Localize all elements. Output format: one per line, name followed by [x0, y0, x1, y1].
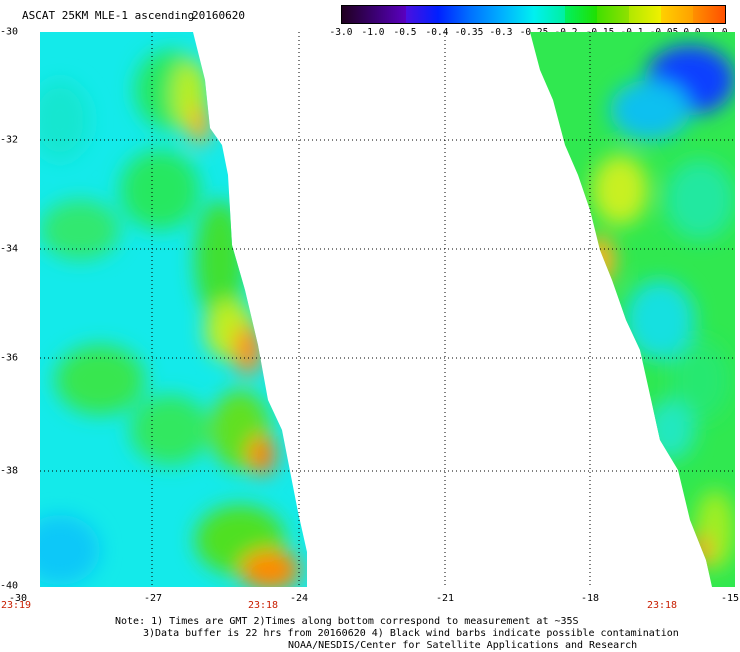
product-date: 20160620 — [192, 9, 245, 22]
footer-note-line-1: Note: 1) Times are GMT 2)Times along bot… — [115, 616, 579, 627]
lat-label: -36 — [0, 352, 19, 364]
footer-credit: NOAA/NESDIS/Center for Satellite Applica… — [288, 640, 638, 651]
colorbar-segment — [533, 6, 566, 23]
colorbar-segment — [437, 6, 470, 23]
product-title: ASCAT 25KM MLE-1 ascending — [22, 9, 195, 22]
colorbar-segment — [565, 6, 598, 23]
colorbar-segment — [342, 6, 374, 23]
colorbar-label: -3.0 — [329, 27, 353, 38]
lat-label: -30 — [0, 26, 19, 38]
left-swath — [40, 32, 307, 587]
colorbar-segment — [405, 6, 438, 23]
lon-label: -15 — [720, 593, 740, 604]
colorbar-label: -1.0 — [361, 27, 385, 38]
colorbar — [341, 5, 726, 24]
colorbar-segment — [469, 6, 502, 23]
lon-label: -30 — [8, 593, 28, 604]
colorbar-label: -0.5 — [393, 27, 417, 38]
footer-note-line-2: 3)Data buffer is 22 hrs from 20160620 4)… — [143, 628, 679, 639]
colorbar-segment — [597, 6, 630, 23]
colorbar-segment — [661, 6, 694, 23]
lon-label: -21 — [435, 593, 455, 604]
time-label: 23:18 — [646, 600, 678, 611]
lat-label: -34 — [0, 243, 19, 255]
lat-label: -38 — [0, 465, 19, 477]
colorbar-label: -0.3 — [489, 27, 513, 38]
time-label: 23:18 — [247, 600, 279, 611]
right-swath — [530, 32, 735, 587]
lat-label: -32 — [0, 134, 19, 146]
lon-label: -24 — [289, 593, 309, 604]
lon-label: -18 — [580, 593, 600, 604]
colorbar-segment — [693, 6, 726, 23]
time-label: 23:19 — [0, 600, 32, 611]
colorbar-label: -0.35 — [454, 27, 484, 38]
colorbar-segment — [501, 6, 534, 23]
colorbar-segment — [629, 6, 662, 23]
lon-label: -27 — [143, 593, 163, 604]
graticule — [40, 32, 735, 587]
lat-label: -40 — [0, 580, 19, 592]
colorbar-label: -0.4 — [425, 27, 449, 38]
colorbar-segment — [373, 6, 406, 23]
